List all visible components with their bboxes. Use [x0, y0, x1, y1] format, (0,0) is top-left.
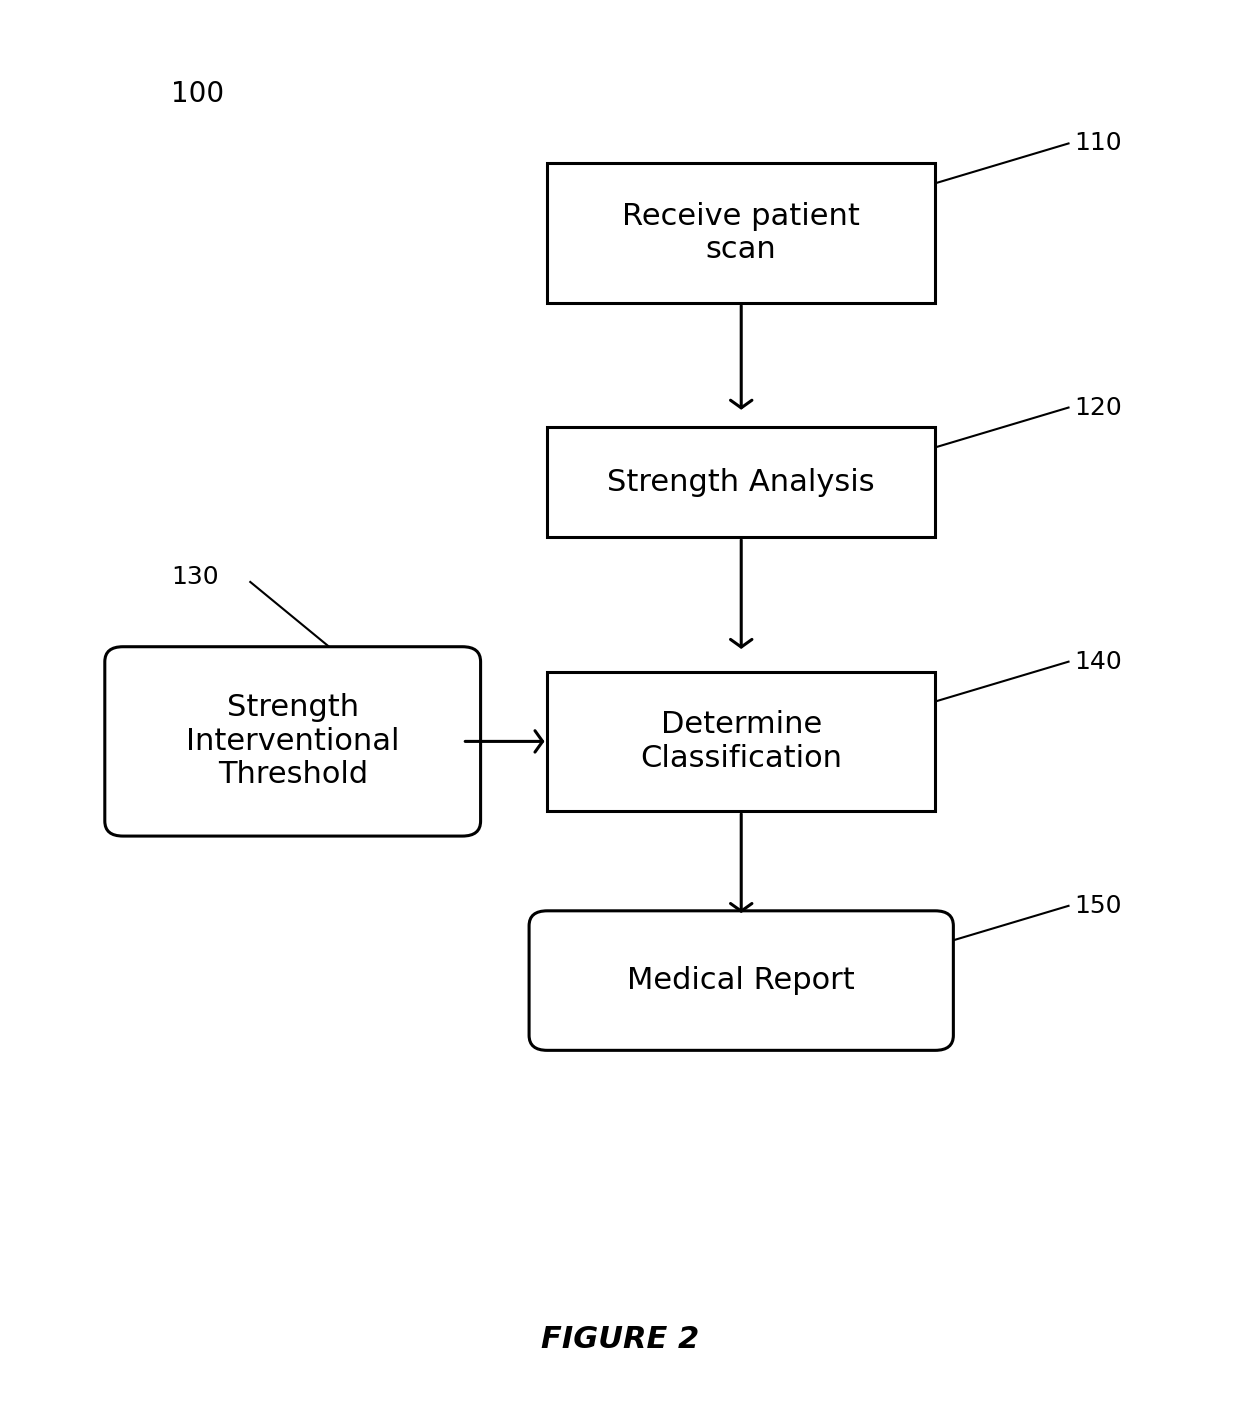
FancyBboxPatch shape [529, 911, 954, 1050]
FancyBboxPatch shape [547, 427, 935, 536]
FancyBboxPatch shape [547, 164, 935, 303]
Text: 120: 120 [1075, 396, 1122, 420]
Text: 100: 100 [171, 80, 224, 108]
Text: 150: 150 [1075, 894, 1122, 918]
FancyBboxPatch shape [547, 672, 935, 811]
Text: Strength Analysis: Strength Analysis [608, 468, 875, 497]
Text: Determine
Classification: Determine Classification [640, 710, 842, 773]
Text: 130: 130 [171, 565, 219, 589]
Text: Medical Report: Medical Report [627, 966, 856, 995]
Text: FIGURE 2: FIGURE 2 [541, 1325, 699, 1353]
FancyBboxPatch shape [105, 646, 481, 837]
Text: Strength
Interventional
Threshold: Strength Interventional Threshold [186, 693, 399, 790]
Text: 110: 110 [1075, 131, 1122, 155]
Text: Receive patient
scan: Receive patient scan [622, 202, 861, 265]
Text: 140: 140 [1075, 650, 1122, 673]
